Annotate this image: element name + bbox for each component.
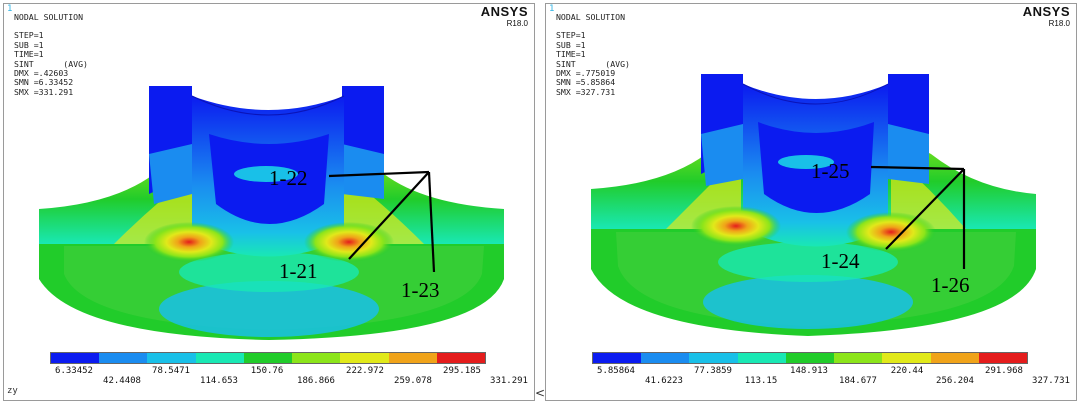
legend-swatch [641,353,690,363]
base-center-zone [159,281,379,337]
ansys-logo: ANSYS R18.0 [480,4,528,29]
legend-label: 327.731 [1032,376,1070,386]
hotspot-right [304,222,394,262]
solution-title: NODAL SOLUTION [14,12,84,22]
legend-swatch [737,353,786,363]
legend-swatch [51,353,100,363]
smx-label: SMX =327.731 [556,86,616,97]
callout-lines [328,170,436,273]
plot-window-right[interactable]: 1 NODAL SOLUTION STEP=1 SUB =1 TIME=1 SI… [545,3,1077,401]
legend-swatch [292,353,341,363]
legend-swatch [195,353,244,363]
callout-lines [870,165,966,269]
legend-swatch [388,353,437,363]
legend-label: 150.76 [250,366,284,376]
sub-label: SUB =1 [14,39,44,50]
legend-label: 42.4408 [103,376,141,386]
fe-model-left[interactable]: 1-22 1-21 1-23 [4,4,535,349]
legend-swatch [593,353,642,363]
axis-triad-label: zy [7,386,18,396]
base-center-zone [703,275,913,329]
legend-swatch [689,353,738,363]
solution-info: NODAL SOLUTION STEP=1 SUB =1 TIME=1 SINT… [14,12,88,97]
hotspot-left [144,222,234,262]
time-label: TIME=1 [556,49,586,60]
legend-label: 259.078 [394,376,432,386]
legend-swatch [785,353,835,363]
ansys-logo: ANSYS R18.0 [1022,4,1070,29]
legend-label: 148.913 [790,366,828,376]
legend-swatch [834,353,883,363]
legend-label: 186.866 [297,376,335,386]
legend-label: 295.185 [443,366,481,376]
legend-label: 256.204 [936,376,974,386]
legend-swatch [147,353,196,363]
result-label: SINT (AVG) [556,58,630,69]
callout-1-23: 1-23 [401,278,440,302]
hotspot-left [691,206,781,246]
plot-window-left[interactable]: 1 NODAL SOLUTION STEP=1 SUB =1 TIME=1 SI… [3,3,535,401]
callout-1-22: 1-22 [269,166,308,190]
legend-label: 220.44 [890,366,924,376]
legend-label: 331.291 [490,376,528,386]
callout-1-26: 1-26 [931,273,970,297]
legend-swatch [882,353,931,363]
fe-model-right[interactable]: 1-25 1-24 1-26 [546,4,1077,349]
nav-arrow-icon[interactable]: < [535,386,546,400]
sub-label: SUB =1 [556,39,586,50]
solution-info: NODAL SOLUTION STEP=1 SUB =1 TIME=1 SINT… [556,12,630,97]
legend-swatch [978,353,1027,363]
dmx-label: DMX =.775019 [556,68,616,79]
legend-swatch [340,353,389,363]
legend-label: 114.653 [200,376,238,386]
step-label: STEP=1 [14,30,44,41]
legend-swatch [930,353,979,363]
callout-1-24: 1-24 [821,249,860,273]
result-label: SINT (AVG) [14,58,88,69]
callout-1-21: 1-21 [279,259,318,283]
smn-label: SMN =5.85864 [556,77,616,88]
legend-label: 78.5471 [152,366,190,376]
bore-hole [234,166,298,182]
legend-label: 41.6223 [645,376,683,386]
solution-title: NODAL SOLUTION [556,12,626,22]
time-label: TIME=1 [14,49,44,60]
callout-1-25: 1-25 [811,159,850,183]
color-legend [50,352,486,364]
legend-label: 77.3859 [694,366,732,376]
legend-label: 113.15 [744,376,778,386]
bore-hole [778,155,834,169]
legend-swatch [99,353,148,363]
legend-label: 291.968 [985,366,1023,376]
dmx-label: DMX =.42603 [14,68,69,79]
smx-label: SMX =331.291 [14,86,74,97]
color-legend [592,352,1028,364]
window-number: 1 [549,4,555,14]
legend-label: 5.85864 [597,366,635,376]
smn-label: SMN =6.33452 [14,77,74,88]
legend-swatch [436,353,485,363]
hotspot-right [846,212,936,252]
step-label: STEP=1 [556,30,586,41]
legend-swatch [243,353,293,363]
window-number: 1 [7,4,13,14]
legend-label: 184.677 [839,376,877,386]
legend-label: 6.33452 [55,366,93,376]
legend-label: 222.972 [346,366,384,376]
